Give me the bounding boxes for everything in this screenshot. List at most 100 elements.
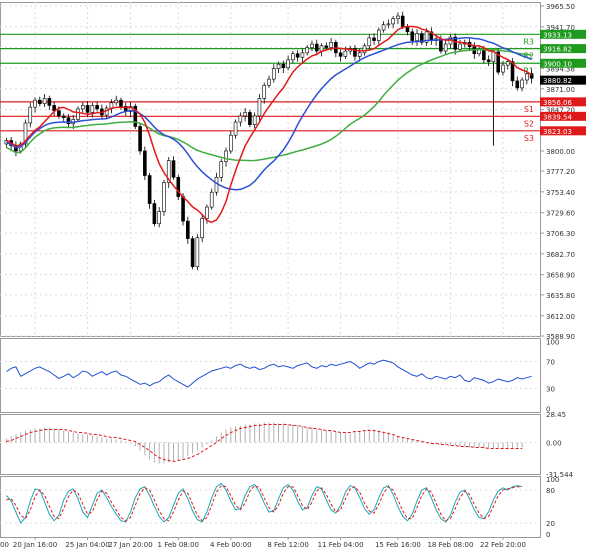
candle-body bbox=[367, 37, 372, 47]
price-y-tick-label: 3800.00 bbox=[546, 148, 575, 156]
candle-body bbox=[458, 43, 462, 50]
x-tick-label: 11 Feb 04:00 bbox=[318, 541, 364, 549]
candle-body bbox=[57, 110, 61, 117]
level-name-r3: R3 bbox=[523, 37, 534, 46]
candle-body bbox=[305, 47, 309, 54]
candle-body bbox=[76, 108, 80, 120]
candle-body bbox=[176, 176, 181, 197]
price-y-tick-label: 3753.40 bbox=[546, 189, 575, 197]
osc3-line-0 bbox=[6, 482, 523, 524]
level-tag-r3 bbox=[540, 29, 586, 39]
candle-body bbox=[291, 53, 295, 61]
osc2-y-tick-label: 28.45 bbox=[546, 411, 566, 419]
candle-body bbox=[166, 160, 171, 183]
x-tick-label: 18 Feb 08:00 bbox=[427, 541, 473, 549]
price-y-tick-label: 3635.80 bbox=[546, 292, 575, 300]
candle-body bbox=[501, 64, 505, 73]
candle-body bbox=[109, 102, 114, 109]
candle-body bbox=[200, 218, 204, 239]
candle-body bbox=[515, 80, 520, 89]
osc2-y-tick-label: 0.00 bbox=[546, 439, 562, 447]
candle-body bbox=[186, 220, 190, 239]
candle-body bbox=[419, 33, 424, 43]
candle-body bbox=[229, 134, 233, 152]
level-name-r2: R2 bbox=[523, 52, 534, 61]
candle-body bbox=[138, 126, 142, 152]
price-y-tick-label: 3941.70 bbox=[546, 24, 575, 32]
level-label-s2: 3839.54 bbox=[543, 113, 572, 121]
candle-body bbox=[209, 191, 214, 208]
candle-body bbox=[357, 52, 362, 57]
candle-body bbox=[410, 31, 415, 41]
candle-body bbox=[276, 63, 281, 69]
price-y-tick-label: 3729.60 bbox=[546, 210, 575, 218]
price-y-tick-label: 3612.00 bbox=[546, 313, 575, 321]
candle-body bbox=[90, 105, 95, 113]
candle-body bbox=[85, 105, 90, 113]
candle-body bbox=[95, 105, 99, 110]
candle-body bbox=[486, 59, 491, 62]
candle-body bbox=[143, 150, 147, 176]
level-name-s1: S1 bbox=[524, 105, 534, 114]
osc1-y-tick-label: 30 bbox=[546, 385, 555, 393]
candle-body bbox=[295, 53, 300, 58]
level-label-s3: 3823.03 bbox=[543, 128, 572, 136]
osc1-line bbox=[6, 359, 532, 388]
x-tick-label-partial: 00 bbox=[0, 541, 9, 549]
level-tag-s1 bbox=[540, 97, 586, 107]
osc1-y-tick-label: 70 bbox=[546, 359, 555, 367]
x-tick-label: 4 Feb 00:00 bbox=[210, 541, 251, 549]
price-y-tick-label: 3588.90 bbox=[546, 333, 575, 341]
osc2-signal-line bbox=[6, 424, 523, 463]
candle-body bbox=[353, 48, 357, 57]
candle-body bbox=[400, 15, 405, 27]
price-y-tick-label: 3777.20 bbox=[546, 168, 575, 176]
level-tag-r2 bbox=[540, 44, 586, 54]
price-y-tick-label: 3847.20 bbox=[546, 107, 575, 115]
candle-body bbox=[248, 112, 252, 125]
candle-body bbox=[80, 105, 85, 110]
candle-body bbox=[329, 42, 333, 48]
candle-body bbox=[443, 43, 448, 52]
level-tag-s3 bbox=[540, 126, 586, 136]
osc3-y-tick-label: 80 bbox=[546, 487, 555, 495]
x-tick-label: 27 Jan 20:00 bbox=[108, 541, 152, 549]
candle-body bbox=[496, 51, 500, 73]
price-y-tick-label: 3682.70 bbox=[546, 251, 575, 259]
candle-body bbox=[42, 98, 47, 104]
candle-body bbox=[271, 68, 276, 80]
level-tag-r1 bbox=[540, 58, 586, 68]
x-tick-label: 25 Jan 04:00 bbox=[65, 541, 109, 549]
candle-body bbox=[415, 33, 419, 41]
osc1-y-tick-label: 0 bbox=[546, 406, 550, 414]
candle-body bbox=[28, 106, 33, 124]
candle-body bbox=[133, 105, 138, 127]
candle-body bbox=[286, 59, 290, 69]
osc2-y-tick-label: -31.544 bbox=[546, 471, 574, 479]
candle-body bbox=[391, 18, 395, 25]
candle-body bbox=[396, 15, 400, 19]
candle-body bbox=[482, 49, 486, 61]
candle-body bbox=[324, 45, 329, 48]
osc3-y-tick-label: 20 bbox=[546, 520, 555, 528]
x-tick-label: 15 Feb 16:00 bbox=[375, 541, 421, 549]
level-name-s2: S2 bbox=[524, 119, 534, 128]
level-label-r3: 3933.13 bbox=[543, 31, 572, 39]
candle-body bbox=[119, 99, 123, 107]
candle-body bbox=[319, 45, 324, 52]
candle-body bbox=[33, 99, 37, 108]
candle-body bbox=[281, 63, 286, 69]
candle-body bbox=[377, 29, 381, 41]
x-tick-label: 8 Feb 12:00 bbox=[267, 541, 308, 549]
candle-body bbox=[343, 50, 348, 57]
candle-body bbox=[238, 115, 243, 123]
candle-body bbox=[310, 43, 314, 48]
price-y-tick-label: 3965.50 bbox=[546, 3, 575, 11]
candle-body bbox=[252, 115, 257, 125]
osc3-line-1 bbox=[6, 484, 523, 522]
candle-body bbox=[525, 73, 529, 81]
level-name-r1: R1 bbox=[523, 66, 534, 75]
osc3-y-tick-label: 100 bbox=[546, 476, 559, 484]
